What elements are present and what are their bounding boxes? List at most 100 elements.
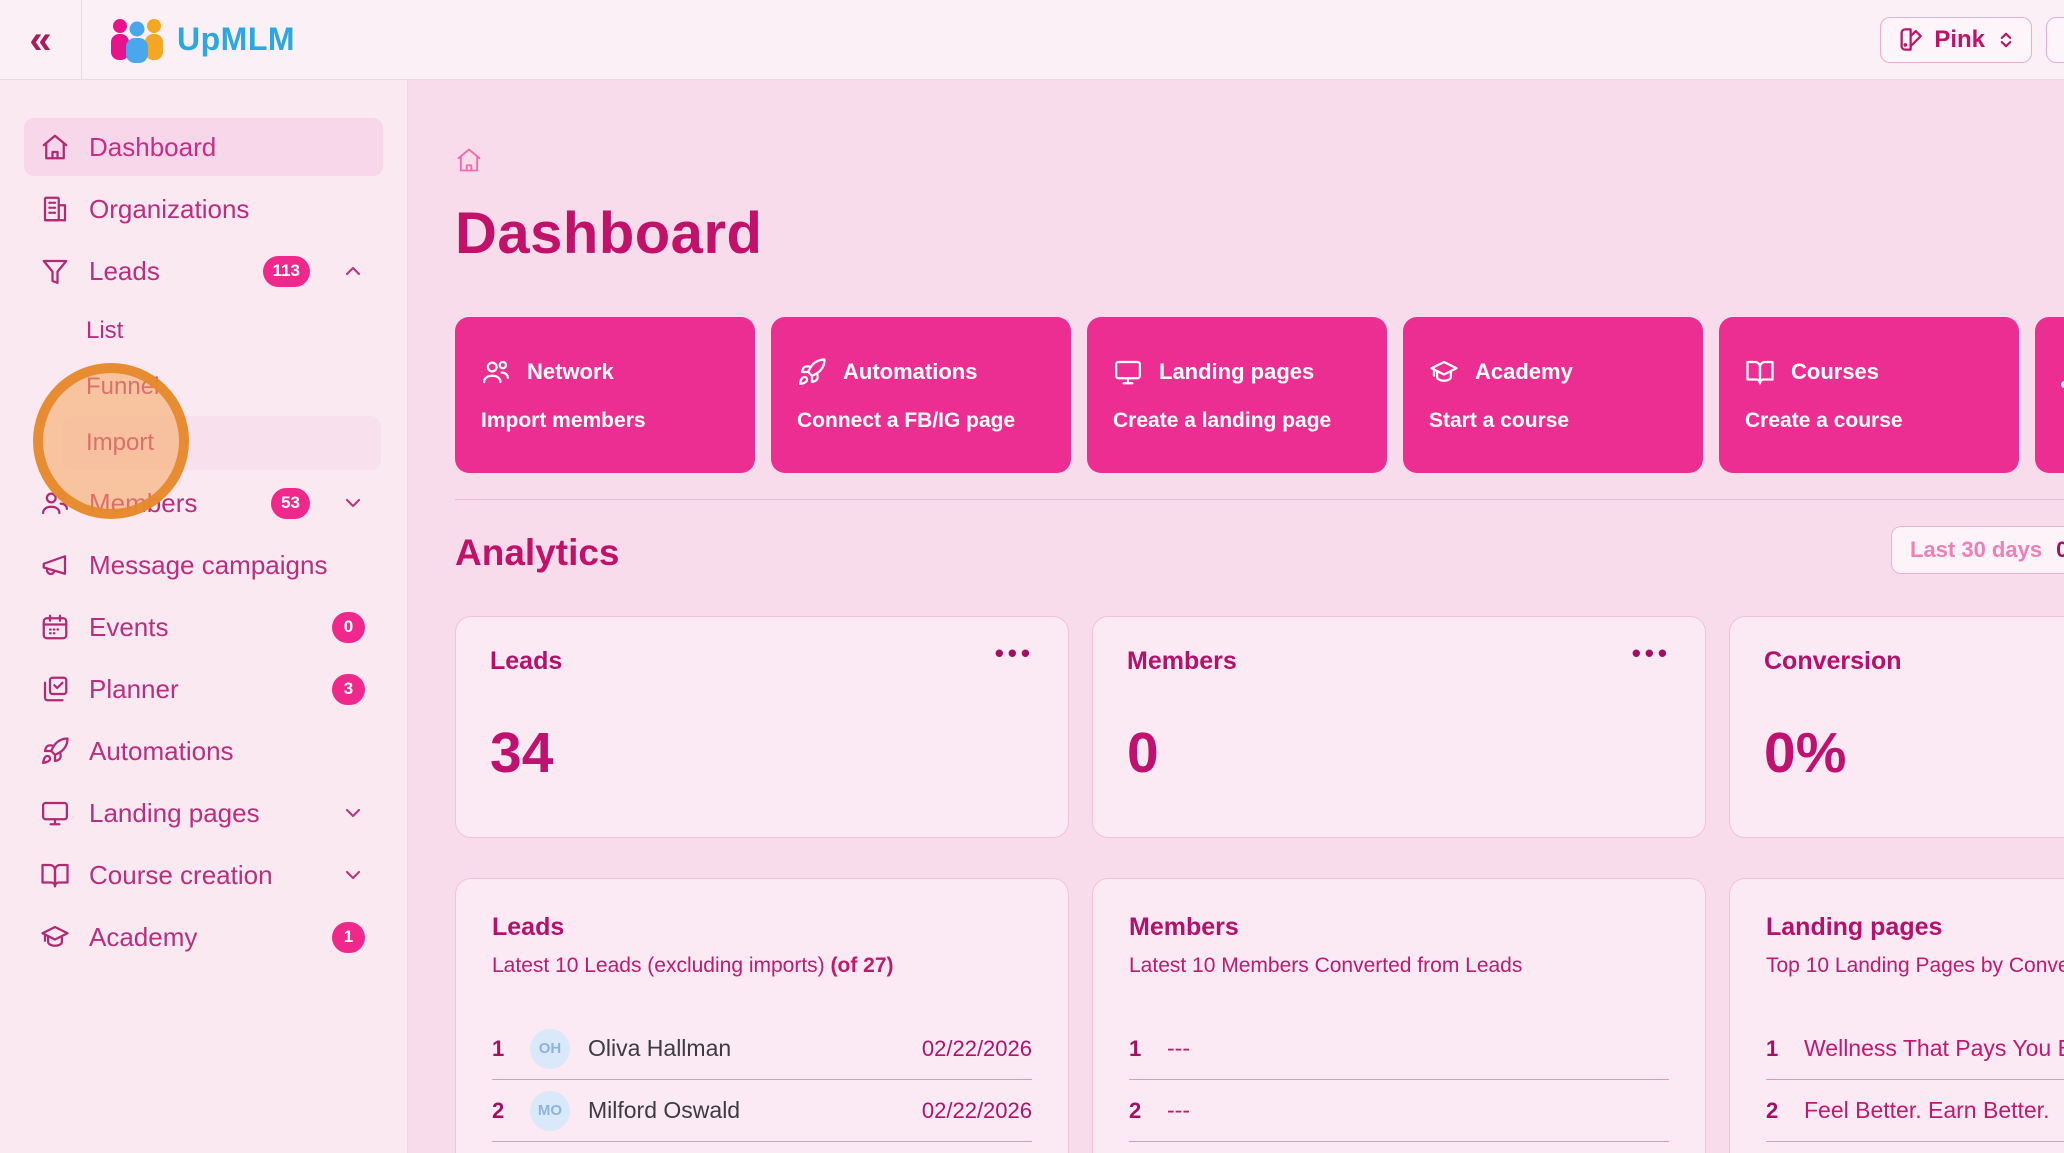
leads-count-badge: 113 <box>262 255 310 287</box>
sidebar-subitem-funnel[interactable]: Funnel <box>62 360 381 414</box>
theme-select-button[interactable]: Pink <box>1880 16 2032 63</box>
landing-pages-list-card: Landing pages Top 10 Landing Pages by Co… <box>1729 878 2064 1153</box>
ellipsis-menu-icon[interactable]: ••• <box>994 638 1034 668</box>
sidebar-item-label: Landing pages <box>89 797 260 828</box>
quick-action-landing-pages[interactable]: Landing pages Create a landing page <box>1087 317 1387 473</box>
stat-card-title: Members <box>1127 647 1237 675</box>
sidebar-item-label: Dashboard <box>89 131 217 162</box>
sidebar-item-label: Course creation <box>89 859 273 890</box>
landing-page-row[interactable]: 1 Wellness That Pays You Back <box>1766 1018 2064 1080</box>
list-card-subtitle: Top 10 Landing Pages by Convers <box>1766 954 2064 977</box>
quick-action-title: Courses <box>1791 359 1880 384</box>
sidebar-subitem-list[interactable]: List <box>62 304 381 358</box>
chevrons-left-icon: « <box>29 17 52 62</box>
lead-date: 02/22/2026 <box>921 1035 1032 1061</box>
building-icon <box>40 194 70 224</box>
sidebar-item-leads[interactable]: Leads 113 <box>24 242 383 300</box>
analytics-heading: Analytics <box>455 532 620 573</box>
quick-action-subtitle: Connect a FB/IG page <box>797 409 1016 432</box>
row-number: 1 <box>1129 1035 1142 1061</box>
sidebar-item-label: Members <box>89 487 198 518</box>
ellipsis-menu-icon[interactable]: ••• <box>1631 638 1671 668</box>
member-name: --- <box>1167 1035 1190 1061</box>
users-icon <box>481 357 511 387</box>
quick-action-network[interactable]: Network Import members <box>455 317 755 473</box>
app-logo: UpMLM <box>82 17 295 63</box>
chevron-down-icon <box>341 491 365 515</box>
sidebar-item-planner[interactable]: Planner 3 <box>24 660 383 718</box>
quick-action-academy[interactable]: Academy Start a course <box>1403 317 1703 473</box>
chevron-down-icon <box>341 801 365 825</box>
list-card-subtitle: Latest 10 Leads (excluding imports) (of … <box>492 954 894 977</box>
partial-icon <box>2061 380 2064 388</box>
topbar-actions: Pink <box>1880 16 2064 63</box>
quick-action-subtitle: Start a course <box>1429 409 1570 432</box>
sidebar-item-automations[interactable]: Automations <box>24 722 383 780</box>
sidebar-subitem-import[interactable]: Import <box>62 416 381 470</box>
stat-card-value: 0% <box>1764 721 1847 785</box>
megaphone-icon <box>40 550 70 580</box>
calendar-icon <box>40 612 70 642</box>
lead-name: Milford Oswald <box>588 1097 741 1123</box>
sidebar-item-organizations[interactable]: Organizations <box>24 180 383 238</box>
sidebar-item-label: Planner <box>89 673 179 704</box>
date-range-filter[interactable]: Last 30 days 01/2 <box>1891 526 2064 574</box>
topbar: « UpMLM Pink <box>0 0 2064 80</box>
quick-action-title: Academy <box>1475 359 1573 384</box>
sidebar-item-landing-pages[interactable]: Landing pages <box>24 784 383 842</box>
planner-check-icon <box>40 674 70 704</box>
quick-action-subtitle: Import members <box>481 409 646 432</box>
monitor-icon <box>40 798 70 828</box>
stat-card-value: 34 <box>490 721 554 785</box>
theme-select-label: Pink <box>1934 25 1985 53</box>
stat-card-members: Members ••• 0 <box>1092 616 1706 838</box>
landing-page-name: Wellness That Pays You Back <box>1804 1035 2064 1061</box>
sidebar-item-academy[interactable]: Academy 1 <box>24 908 383 966</box>
sidebar-item-message-campaigns[interactable]: Message campaigns <box>24 536 383 594</box>
list-card-title: Members <box>1129 913 1239 941</box>
people-logo-icon <box>110 17 164 63</box>
sidebar-item-events[interactable]: Events 0 <box>24 598 383 656</box>
lead-name: Oliva Hallman <box>588 1035 732 1061</box>
quick-action-cutoff[interactable] <box>2035 317 2064 473</box>
list-card-subtitle: Latest 10 Members Converted from Leads <box>1129 954 1523 977</box>
rocket-icon <box>40 736 70 766</box>
quick-action-courses[interactable]: Courses Create a course <box>1719 317 2019 473</box>
sidebar-item-dashboard[interactable]: Dashboard <box>24 118 383 176</box>
chevron-up-icon <box>341 259 365 283</box>
sidebar-item-label: Message campaigns <box>89 549 328 580</box>
list-card-title: Leads <box>492 913 565 941</box>
sidebar-item-course-creation[interactable]: Course creation <box>24 846 383 904</box>
quick-action-automations[interactable]: Automations Connect a FB/IG page <box>771 317 1071 473</box>
academy-count-badge: 1 <box>332 921 365 953</box>
book-open-icon <box>40 860 70 890</box>
sidebar-subitem-label: Import <box>86 429 155 456</box>
breadcrumb-home-icon[interactable] <box>455 146 483 174</box>
quick-action-subtitle: Create a landing page <box>1113 409 1332 432</box>
planner-count-badge: 3 <box>332 673 365 705</box>
member-row[interactable]: 2 --- <box>1129 1080 1669 1142</box>
landing-page-name: Feel Better. Earn Better. <box>1804 1097 2050 1123</box>
stat-cards-row: Leads ••• 34 Members ••• 0 Conversion 0% <box>455 616 2064 838</box>
quick-action-subtitle: Create a course <box>1745 409 1903 432</box>
sidebar-item-label: Leads <box>89 255 160 286</box>
lead-row[interactable]: 2 MO Milford Oswald 02/22/2026 <box>492 1080 1032 1142</box>
app-name: UpMLM <box>177 21 296 57</box>
date-preset-label: Last 30 days <box>1910 537 2043 562</box>
quick-action-title: Automations <box>843 359 978 384</box>
row-number: 2 <box>1766 1097 1779 1123</box>
lead-row[interactable]: 1 OH Oliva Hallman 02/22/2026 <box>492 1018 1032 1080</box>
landing-page-row[interactable]: 2 Feel Better. Earn Better. <box>1766 1080 2064 1142</box>
date-range-value: 01/2 <box>2056 537 2064 562</box>
book-open-icon <box>1745 357 1775 387</box>
sidebar-collapse-button[interactable]: « <box>0 0 82 79</box>
list-card-title: Landing pages <box>1766 913 1943 941</box>
sidebar-subitem-label: Funnel <box>86 373 160 400</box>
sidebar-item-members[interactable]: Members 53 <box>24 474 383 532</box>
sidebar-subitem-label: List <box>86 317 124 344</box>
cutoff-topbar-button[interactable] <box>2046 16 2064 63</box>
members-list-card: Members Latest 10 Members Converted from… <box>1092 878 1706 1153</box>
member-name: --- <box>1167 1097 1190 1123</box>
member-row[interactable]: 1 --- <box>1129 1018 1669 1080</box>
row-number: 2 <box>492 1097 505 1123</box>
